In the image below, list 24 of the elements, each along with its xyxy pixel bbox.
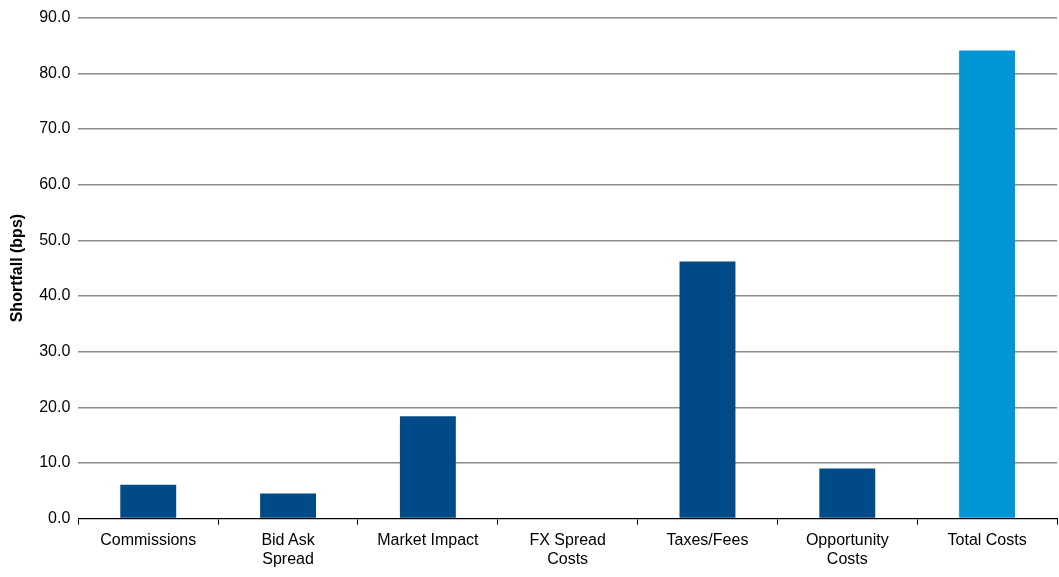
y-tick-label: 60.0 <box>39 175 71 193</box>
y-tick-label: 80.0 <box>39 63 71 81</box>
bar <box>819 468 876 518</box>
x-tick-label: Market Impact <box>377 530 480 548</box>
x-tick-label: Opportunity Costs <box>805 530 889 567</box>
y-tick-label: 40.0 <box>39 286 71 304</box>
x-tick-label: FX Spread Costs <box>529 530 606 567</box>
bar <box>260 493 317 518</box>
x-tick-label: Taxes/Fees <box>666 530 749 548</box>
y-tick-label: 10.0 <box>39 453 71 471</box>
y-tick-label: 70.0 <box>39 119 71 137</box>
bar <box>959 50 1016 518</box>
y-axis-title: Shortfall (bps) <box>8 213 26 323</box>
y-tick-label: 50.0 <box>39 230 71 248</box>
bar <box>399 416 456 518</box>
y-tick-label: 20.0 <box>39 397 71 415</box>
y-tick-label: 90.0 <box>39 8 71 26</box>
x-tick-label: Commissions <box>100 530 197 548</box>
bar <box>679 261 736 518</box>
x-tick-label: Total Costs <box>947 530 1027 548</box>
bar <box>120 484 177 518</box>
y-tick-label: 30.0 <box>39 342 71 360</box>
x-tick-label: Bid Ask Spread <box>261 530 316 567</box>
y-tick-label: 0.0 <box>48 509 71 527</box>
